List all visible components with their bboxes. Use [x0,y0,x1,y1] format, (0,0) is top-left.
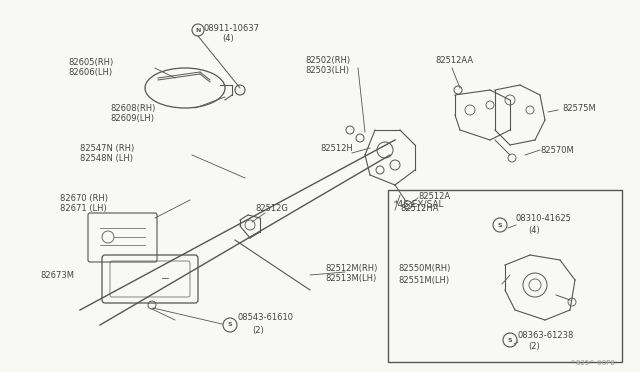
Text: *4S.EX/SAL: *4S.EX/SAL [394,199,445,208]
Text: 82503(LH): 82503(LH) [305,65,349,74]
Text: 82609(LH): 82609(LH) [110,113,154,122]
Text: 82512AA: 82512AA [435,55,473,64]
Text: 82608(RH): 82608(RH) [110,103,156,112]
Text: S: S [508,337,512,343]
Text: 82512M(RH): 82512M(RH) [325,263,378,273]
Text: 08543-61610: 08543-61610 [238,314,294,323]
Text: (2): (2) [528,343,540,352]
Text: S: S [228,323,232,327]
Text: 82575M: 82575M [562,103,596,112]
Text: N: N [195,28,201,32]
Text: 82605(RH): 82605(RH) [68,58,113,67]
Text: 82670 (RH): 82670 (RH) [60,193,108,202]
Text: 82673M: 82673M [40,270,74,279]
Text: 82513M(LH): 82513M(LH) [325,273,376,282]
Text: (2): (2) [252,326,264,334]
Text: ^825^ 00P8: ^825^ 00P8 [570,360,615,366]
Text: 82512A: 82512A [418,192,450,201]
Text: 82547N (RH): 82547N (RH) [80,144,134,153]
Text: (4): (4) [222,33,234,42]
Text: 82550M(RH): 82550M(RH) [398,263,451,273]
Text: 08310-41625: 08310-41625 [516,214,572,222]
Text: 82606(LH): 82606(LH) [68,67,112,77]
Text: 82570M: 82570M [540,145,573,154]
Text: 82551M(LH): 82551M(LH) [398,276,449,285]
Bar [388,190,622,362]
Text: (4): (4) [528,225,540,234]
Text: 82548N (LH): 82548N (LH) [80,154,133,163]
Text: 08911-10637: 08911-10637 [204,23,260,32]
Text: 08363-61238: 08363-61238 [518,330,574,340]
Text: 82512H: 82512H [320,144,353,153]
Text: 82502(RH): 82502(RH) [305,55,350,64]
Text: S: S [498,222,502,228]
Text: 82671 (LH): 82671 (LH) [60,203,107,212]
Text: 82512G: 82512G [255,203,288,212]
Text: 82512HA: 82512HA [400,203,438,212]
